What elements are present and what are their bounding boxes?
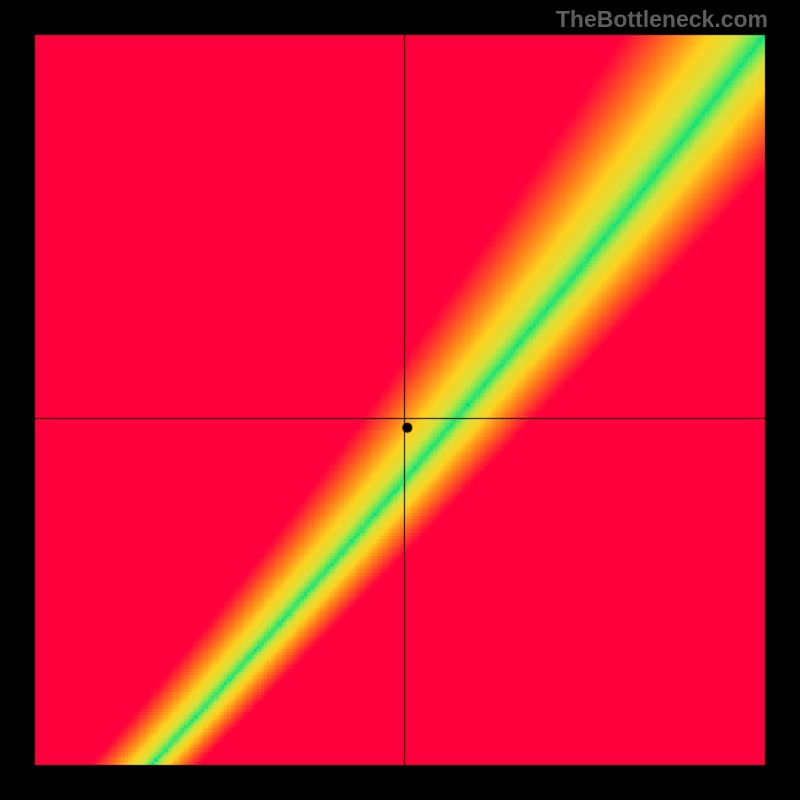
watermark-text: TheBottleneck.com [556,6,768,33]
bottleneck-heatmap [0,0,800,800]
chart-container: TheBottleneck.com [0,0,800,800]
